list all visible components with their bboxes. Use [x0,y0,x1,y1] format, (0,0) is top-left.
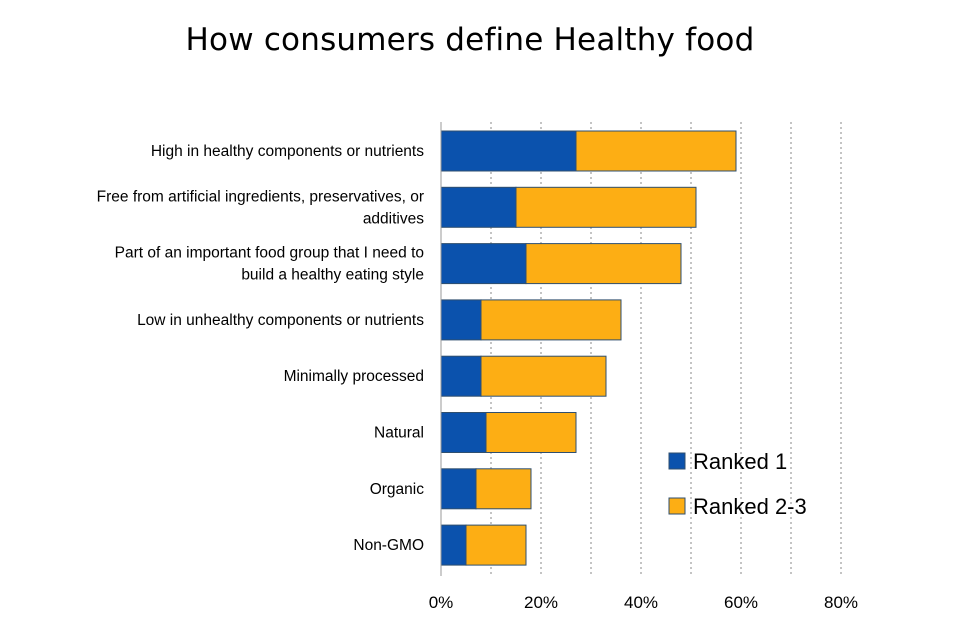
bar-segment-ranked-1 [440,412,487,453]
bar-segment-ranked-1 [440,130,577,172]
bar-segment-ranked-1 [440,186,517,228]
bar-segment-ranked-2-3 [480,299,622,341]
bar-segment-ranked-2-3 [465,524,527,566]
legend: Ranked 1 Ranked 2-3 [668,449,807,519]
category-label: Part of an important food group that I n… [115,245,424,284]
bar-segment-ranked-1 [440,468,477,510]
bar-segment-ranked-2-3 [525,243,682,285]
category-label: Non-GMO [353,537,424,554]
bar-segment-ranked-1 [440,299,482,341]
legend-swatch [668,452,686,470]
category-labels: High in healthy components or nutrients F… [97,143,425,554]
bar-segment-ranked-2-3 [480,355,607,397]
x-tick-label: 40% [624,593,658,612]
bar-segment-ranked-2-3 [475,468,532,510]
legend-label: Ranked 1 [693,449,787,474]
x-tick-labels: 0% 20% 40% 60% 80% [429,593,858,612]
bar-segment-ranked-2-3 [485,412,577,453]
chart-title: How consumers define Healthy food [185,22,755,58]
category-label: Minimally processed [284,368,424,385]
category-label: Natural [374,425,424,442]
category-label: Free from artificial ingredients, preser… [97,188,425,227]
bar-segment-ranked-2-3 [575,130,737,172]
bar-segment-ranked-1 [440,355,482,397]
bar-segment-ranked-2-3 [515,186,697,228]
bar-segment-ranked-1 [440,524,467,566]
x-tick-label: 60% [724,593,758,612]
bar-segment-ranked-1 [440,243,527,285]
category-label: Organic [370,481,425,498]
legend-swatch [668,497,686,515]
x-tick-label: 20% [524,593,558,612]
bars [440,130,737,566]
category-label: High in healthy components or nutrients [151,143,424,160]
x-tick-label: 80% [824,593,858,612]
category-label: Low in unhealthy components or nutrients [137,312,424,329]
x-tick-label: 0% [429,593,454,612]
legend-label: Ranked 2-3 [693,494,807,519]
